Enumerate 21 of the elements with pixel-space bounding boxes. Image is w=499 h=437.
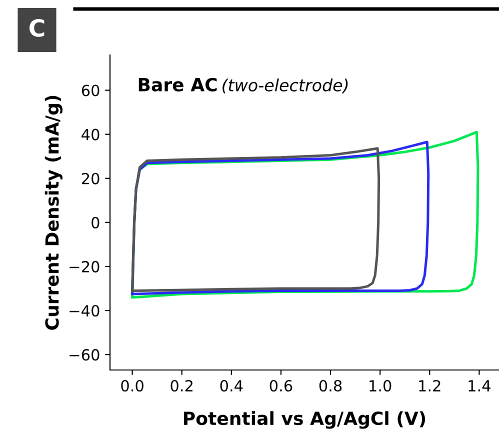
text: (two-electrode): [222, 78, 348, 94]
x-tick-label: 0.6: [270, 380, 292, 392]
y-tick-label: 60: [82, 84, 100, 96]
x-tick-label: 1.2: [419, 380, 440, 392]
text: Bare AC: [138, 78, 217, 92]
x-tick-label: 0.0: [121, 380, 144, 392]
y-tick-label: 0: [92, 216, 100, 228]
line-series: [131, 147, 380, 292]
x-tick-label: 1.0: [370, 380, 392, 392]
x-axis-title: Potential vs Ag/AgCl (V): [184, 411, 426, 429]
y-tick-label: 40: [82, 128, 100, 140]
x-tick-label: 1.4: [468, 380, 490, 392]
x-tick-label: 0.2: [170, 380, 192, 392]
y-tick-label: −60: [70, 349, 100, 361]
text: C: [30, 18, 44, 37]
y-tick-label: −20: [70, 260, 100, 272]
y-tick-label: 20: [82, 172, 100, 184]
x-tick-label: 0.8: [319, 380, 342, 392]
x-tick-label: 0.4: [220, 380, 243, 392]
y-tick-label: −40: [70, 304, 100, 317]
y-axis-title: Current Density (mA/g): [44, 96, 62, 330]
